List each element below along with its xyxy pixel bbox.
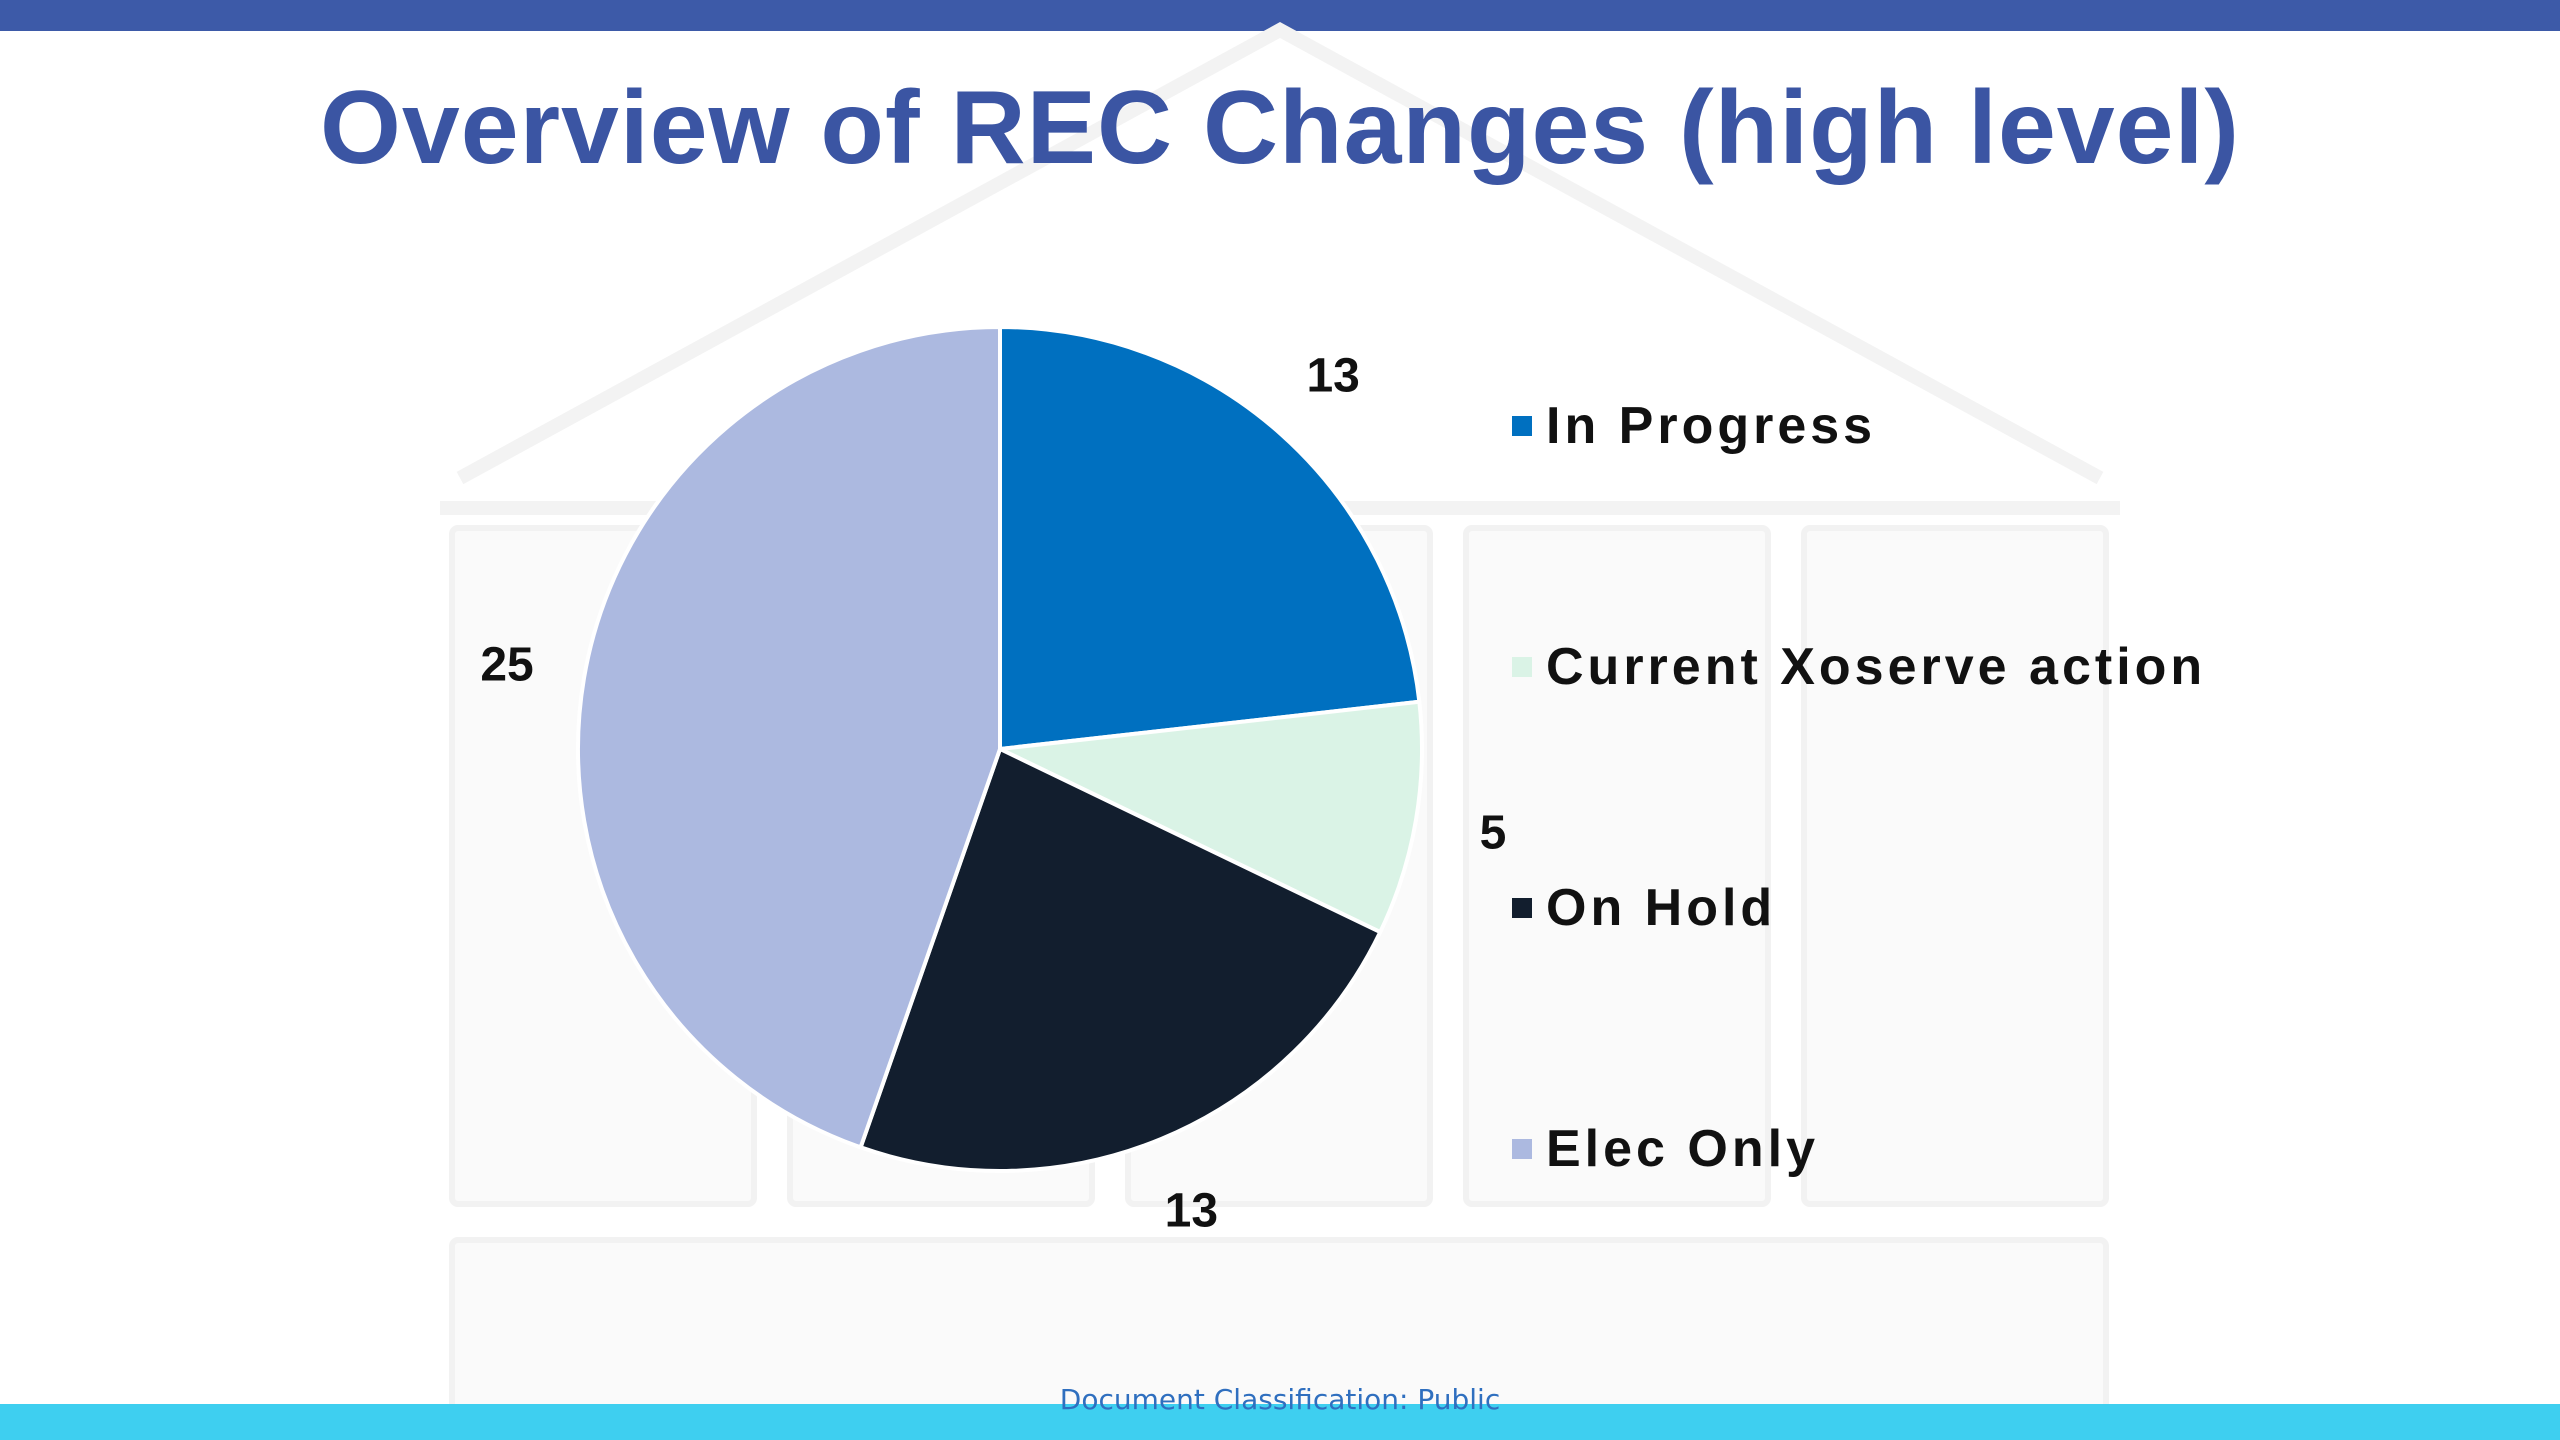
legend-item-current-xoserve-action: Current Xoserve action xyxy=(1512,638,2206,696)
legend-label: Elec Only xyxy=(1546,1120,1819,1178)
pie-data-labels: 13 5 13 25 xyxy=(480,350,1506,1238)
legend-item-elec-only: Elec Only xyxy=(1512,1120,1819,1178)
data-label-on-hold: 13 xyxy=(1165,1184,1218,1237)
pie-slice-in-progress xyxy=(998,325,1422,751)
legend-swatch xyxy=(1512,657,1532,677)
legend-item-on-hold: On Hold xyxy=(1512,879,1776,937)
data-label-in-progress: 13 xyxy=(1306,350,1359,403)
pie-slice-on-hold xyxy=(858,747,1383,1173)
legend-item-in-progress: In Progress xyxy=(1512,397,1876,455)
pie-slices xyxy=(576,325,1424,1173)
legend-label: On Hold xyxy=(1546,879,1776,937)
pie-slice-current-xoserve-action xyxy=(998,699,1424,935)
legend-label: Current Xoserve action xyxy=(1546,638,2206,696)
pie-slice-elec-only xyxy=(576,325,1002,1150)
document-classification: Document Classification: Public xyxy=(1059,1383,1501,1416)
legend-label: In Progress xyxy=(1546,397,1876,455)
data-label-elec-only: 25 xyxy=(480,639,533,692)
legend: In Progress Current Xoserve action On Hold… xyxy=(1512,397,2206,1178)
data-label-current-xoserve-action: 5 xyxy=(1480,806,1507,859)
legend-swatch xyxy=(1512,416,1532,436)
slide-title: Overview of REC Changes (high level) xyxy=(320,70,2240,186)
bottom-accent-bar xyxy=(0,1404,2560,1440)
legend-swatch xyxy=(1512,1139,1532,1159)
legend-swatch xyxy=(1512,898,1532,918)
